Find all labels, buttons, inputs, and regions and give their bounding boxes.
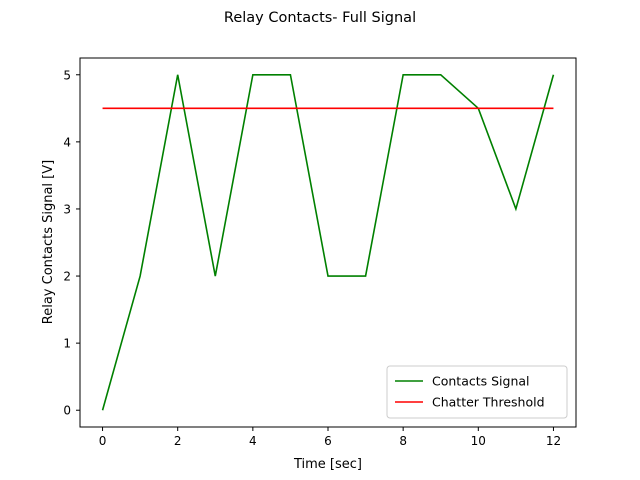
y-axis-label: Relay Contacts Signal [V] [41, 160, 56, 324]
y-tick-label: 4 [63, 135, 71, 149]
x-tick-label: 8 [399, 434, 407, 448]
chart-title: Relay Contacts- Full Signal [224, 10, 416, 26]
y-tick-label: 5 [63, 68, 71, 82]
x-axis-label: Time [sec] [293, 457, 362, 472]
y-tick-label: 0 [63, 404, 71, 418]
y-tick-label: 1 [63, 337, 71, 351]
x-tick-label: 10 [471, 434, 486, 448]
y-tick-label: 2 [63, 270, 71, 284]
legend-label-0: Contacts Signal [432, 374, 530, 389]
x-tick-label: 4 [249, 434, 257, 448]
x-tick-label: 2 [174, 434, 182, 448]
legend-box [386, 365, 568, 419]
legend: Contacts Signal Chatter Threshold [386, 365, 568, 419]
x-tick-label: 12 [546, 434, 561, 448]
x-tick-label: 0 [99, 434, 107, 448]
y-tick-label: 3 [63, 202, 71, 216]
legend-label-1: Chatter Threshold [432, 395, 545, 410]
x-tick-label: 6 [324, 434, 332, 448]
